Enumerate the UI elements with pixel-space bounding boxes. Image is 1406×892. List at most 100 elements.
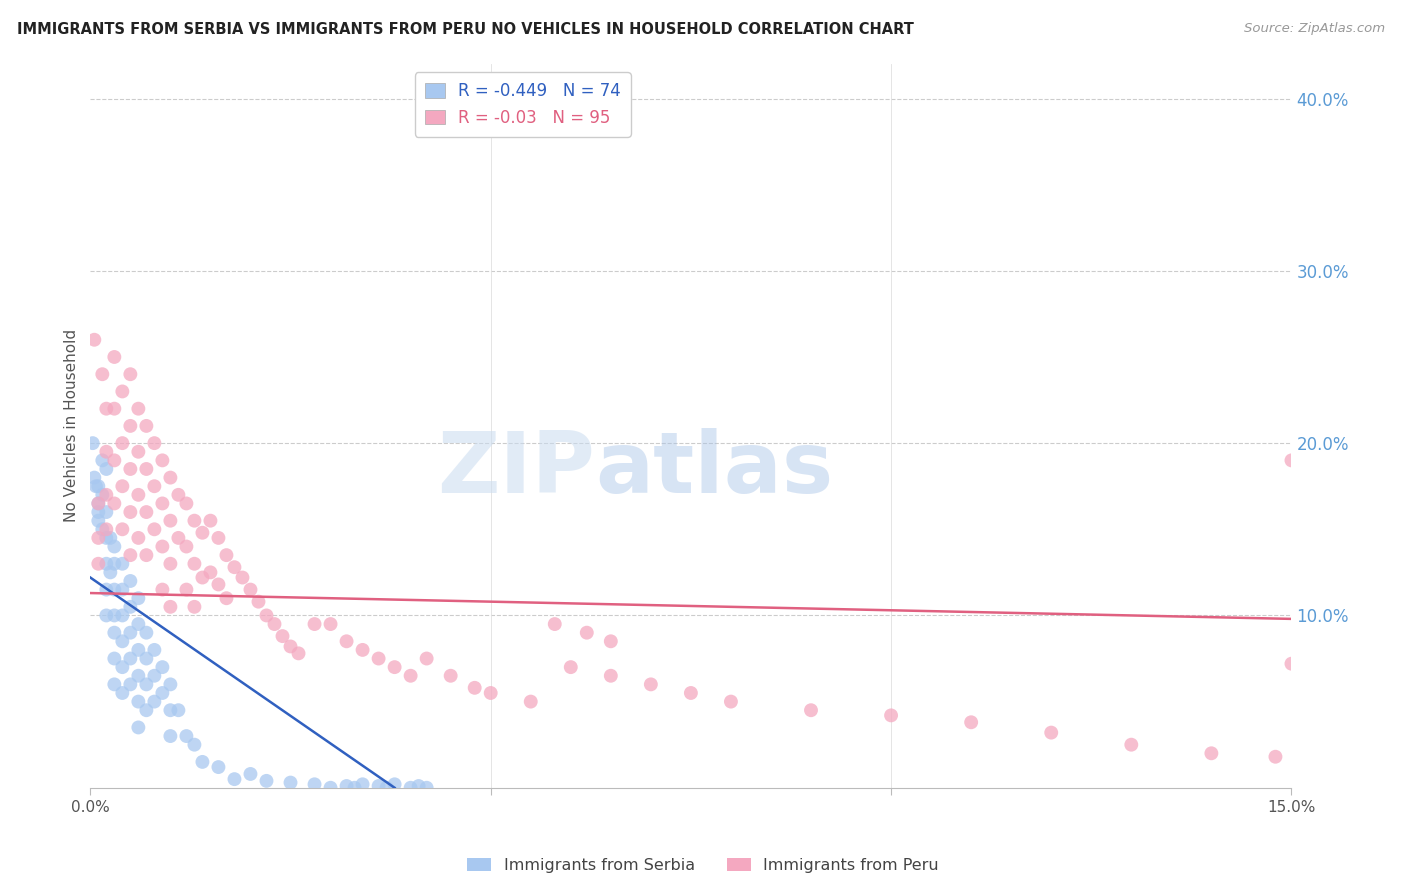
- Point: [120, 548, 142, 562]
- Point: [367, 651, 389, 665]
- Point: [127, 643, 149, 657]
- Point: [191, 755, 214, 769]
- Point: [239, 767, 262, 781]
- Point: [135, 651, 157, 665]
- Point: [103, 651, 125, 665]
- Point: [183, 599, 205, 614]
- Point: [111, 686, 134, 700]
- Point: [150, 660, 173, 674]
- Point: [335, 634, 357, 648]
- Point: [800, 703, 823, 717]
- Point: [87, 531, 110, 545]
- Point: [575, 625, 598, 640]
- Point: [159, 514, 181, 528]
- Point: [159, 470, 181, 484]
- Point: [143, 522, 166, 536]
- Point: [111, 384, 134, 399]
- Point: [96, 462, 118, 476]
- Point: [103, 557, 125, 571]
- Point: [183, 514, 205, 528]
- Point: [96, 557, 118, 571]
- Point: [159, 677, 181, 691]
- Point: [120, 625, 142, 640]
- Point: [127, 617, 149, 632]
- Point: [319, 780, 342, 795]
- Point: [375, 780, 398, 795]
- Point: [200, 566, 222, 580]
- Point: [111, 660, 134, 674]
- Text: ZIP: ZIP: [437, 428, 595, 511]
- Point: [111, 436, 134, 450]
- Point: [150, 453, 173, 467]
- Point: [96, 488, 118, 502]
- Point: [599, 669, 621, 683]
- Y-axis label: No Vehicles in Household: No Vehicles in Household: [65, 329, 79, 523]
- Point: [479, 686, 502, 700]
- Point: [304, 617, 326, 632]
- Point: [96, 608, 118, 623]
- Point: [127, 721, 149, 735]
- Point: [280, 640, 302, 654]
- Point: [176, 582, 198, 597]
- Point: [127, 531, 149, 545]
- Point: [544, 617, 567, 632]
- Point: [135, 703, 157, 717]
- Point: [352, 777, 374, 791]
- Point: [271, 629, 294, 643]
- Point: [399, 780, 422, 795]
- Point: [150, 540, 173, 554]
- Point: [127, 695, 149, 709]
- Point: [720, 695, 742, 709]
- Point: [319, 617, 342, 632]
- Point: [120, 418, 142, 433]
- Point: [215, 548, 238, 562]
- Point: [256, 773, 278, 788]
- Point: [98, 531, 121, 545]
- Point: [519, 695, 541, 709]
- Point: [239, 582, 262, 597]
- Point: [103, 625, 125, 640]
- Point: [1121, 738, 1143, 752]
- Point: [103, 453, 125, 467]
- Point: [464, 681, 486, 695]
- Legend: R = -0.449   N = 74, R = -0.03   N = 95: R = -0.449 N = 74, R = -0.03 N = 95: [415, 72, 631, 136]
- Point: [103, 582, 125, 597]
- Point: [207, 577, 229, 591]
- Point: [280, 775, 302, 789]
- Point: [103, 677, 125, 691]
- Point: [1281, 657, 1303, 671]
- Point: [191, 525, 214, 540]
- Point: [135, 677, 157, 691]
- Point: [96, 582, 118, 597]
- Point: [111, 582, 134, 597]
- Point: [91, 488, 114, 502]
- Point: [176, 496, 198, 510]
- Point: [120, 368, 142, 382]
- Point: [150, 686, 173, 700]
- Point: [111, 608, 134, 623]
- Point: [143, 695, 166, 709]
- Point: [367, 779, 389, 793]
- Point: [335, 779, 357, 793]
- Point: [91, 453, 114, 467]
- Point: [87, 514, 110, 528]
- Point: [167, 531, 190, 545]
- Point: [287, 646, 309, 660]
- Point: [247, 595, 270, 609]
- Point: [96, 505, 118, 519]
- Legend: Immigrants from Serbia, Immigrants from Peru: Immigrants from Serbia, Immigrants from …: [461, 852, 945, 880]
- Point: [256, 608, 278, 623]
- Point: [103, 350, 125, 364]
- Point: [207, 760, 229, 774]
- Point: [127, 591, 149, 606]
- Point: [207, 531, 229, 545]
- Point: [191, 570, 214, 584]
- Point: [159, 703, 181, 717]
- Point: [167, 703, 190, 717]
- Point: [87, 505, 110, 519]
- Text: atlas: atlas: [595, 428, 832, 511]
- Point: [415, 651, 437, 665]
- Point: [127, 669, 149, 683]
- Point: [200, 514, 222, 528]
- Point: [135, 548, 157, 562]
